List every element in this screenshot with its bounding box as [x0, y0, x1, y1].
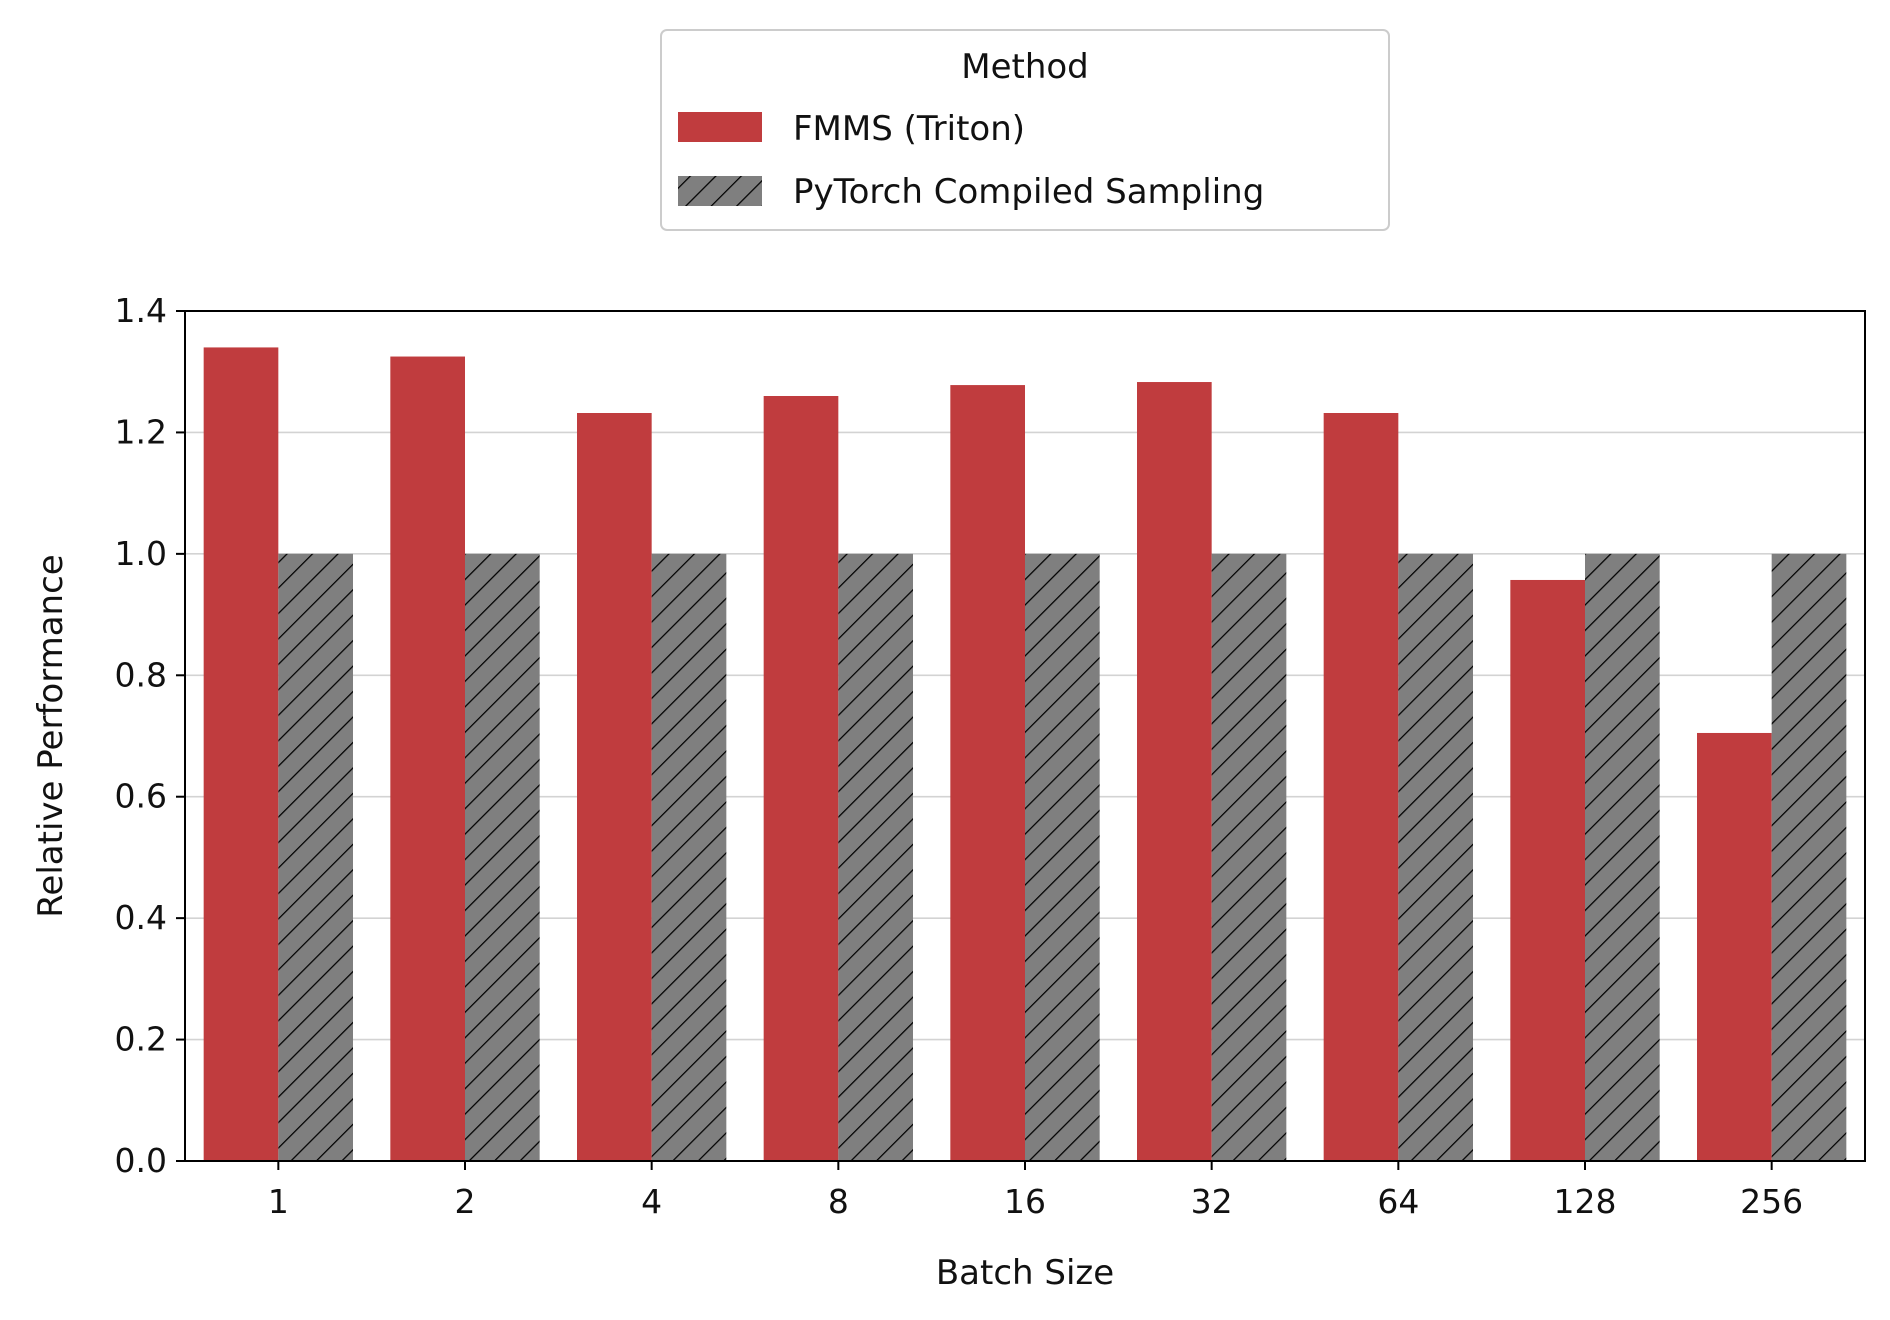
bar-fmms-triton: [763, 396, 839, 1161]
legend-label-pytorch: PyTorch Compiled Sampling: [793, 172, 1264, 212]
y-tick-label: 0.6: [115, 777, 167, 816]
bar-pytorch-compiled: [1585, 553, 1660, 1161]
bar-pytorch-compiled: [465, 553, 540, 1161]
y-tick-label: 1.0: [115, 534, 167, 573]
legend-box: [660, 29, 1390, 231]
bar-pytorch-compiled: [651, 553, 727, 1161]
x-tick-label: 16: [1004, 1182, 1046, 1221]
legend-title: Method: [961, 47, 1089, 87]
x-axis-ticks: 1 2 4 8 16 32 64 128 256: [268, 1161, 1803, 1221]
x-tick-label: 64: [1377, 1182, 1419, 1221]
x-tick-label: 256: [1740, 1182, 1803, 1221]
bar-pytorch-compiled: [1025, 553, 1100, 1161]
x-axis-label: Batch Size: [936, 1253, 1114, 1293]
x-tick-label: 2: [455, 1182, 476, 1221]
legend-swatch-pytorch: [678, 176, 762, 206]
bar-pytorch-compiled: [1398, 553, 1473, 1161]
legend: Method FMMS (Triton) PyTorch Compiled Sa…: [660, 29, 1390, 231]
bar-fmms-triton: [390, 356, 465, 1161]
bar-fmms-triton: [1323, 413, 1399, 1161]
bar-fmms-triton: [577, 413, 652, 1161]
bar-pytorch-compiled: [1771, 553, 1847, 1161]
bar-fmms-triton: [1510, 579, 1585, 1161]
bar-pytorch-compiled: [1211, 553, 1287, 1161]
y-tick-label: 1.2: [115, 412, 167, 451]
x-tick-label: 1: [268, 1182, 289, 1221]
legend-swatch-fmms: [678, 112, 762, 142]
x-tick-label: 128: [1554, 1182, 1617, 1221]
bar-pytorch-compiled: [278, 553, 353, 1161]
y-tick-label: 0.4: [115, 898, 167, 937]
y-tick-label: 1.4: [115, 291, 167, 330]
y-axis-label: Relative Performance: [31, 554, 71, 917]
bar-fmms-triton: [950, 385, 1025, 1162]
bar-fmms-triton: [1697, 732, 1772, 1161]
y-tick-label: 0.2: [115, 1020, 167, 1059]
bar-fmms-triton: [203, 347, 279, 1161]
y-tick-label: 0.0: [115, 1141, 167, 1180]
y-tick-label: 0.8: [115, 655, 167, 694]
bar-fmms-triton: [1137, 382, 1212, 1161]
x-tick-label: 32: [1191, 1182, 1233, 1221]
legend-label-fmms: FMMS (Triton): [793, 109, 1025, 149]
x-tick-label: 4: [641, 1182, 662, 1221]
x-tick-label: 8: [828, 1182, 849, 1221]
y-axis-ticks: 0.0 0.2 0.4 0.6 0.8 1.0 1.2 1.4: [115, 291, 185, 1180]
bars-group: [203, 347, 1847, 1162]
bar-pytorch-compiled: [838, 553, 913, 1161]
